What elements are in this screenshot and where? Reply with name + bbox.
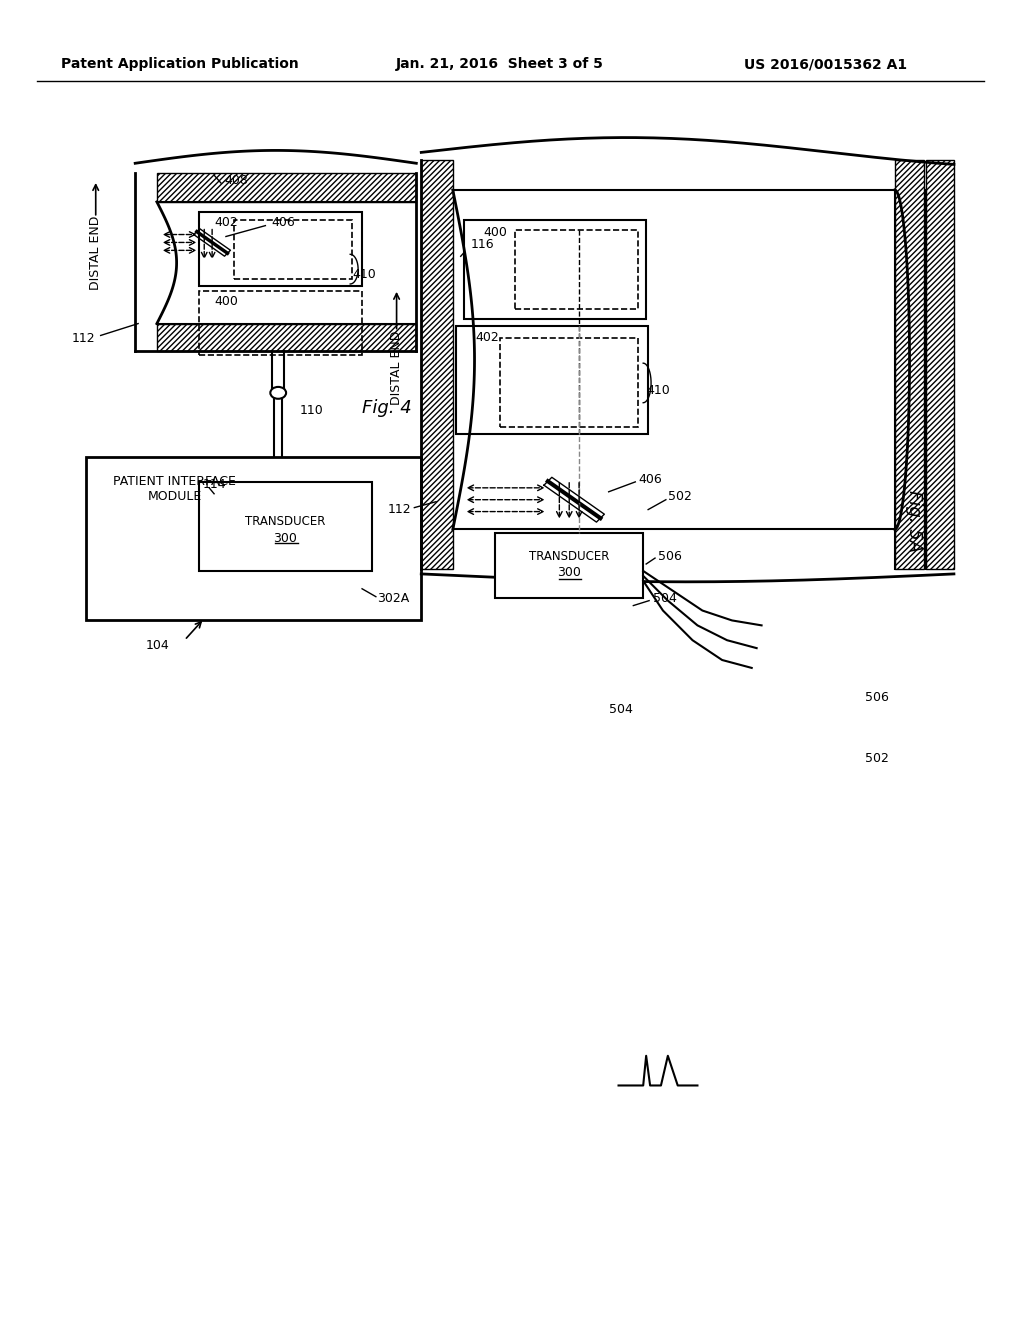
Bar: [200, 482, 372, 572]
Text: 300: 300: [273, 532, 297, 545]
Text: US 2016/0015362 A1: US 2016/0015362 A1: [744, 57, 907, 71]
Text: Fig. 5A: Fig. 5A: [904, 491, 923, 553]
Text: 300: 300: [557, 566, 582, 579]
Text: 112: 112: [72, 331, 95, 345]
Text: 504: 504: [608, 704, 633, 715]
Bar: [895, 160, 925, 569]
Bar: [233, 219, 352, 279]
Text: 502: 502: [668, 490, 692, 503]
Bar: [421, 160, 453, 569]
Text: Fig. 4: Fig. 4: [362, 399, 412, 417]
Text: DISTAL END: DISTAL END: [89, 215, 102, 289]
Bar: [464, 219, 646, 318]
Text: 408: 408: [224, 174, 248, 186]
Text: 504: 504: [653, 593, 677, 605]
Bar: [157, 323, 417, 351]
Text: 116: 116: [471, 238, 495, 251]
Bar: [421, 160, 453, 569]
Text: PATIENT INTERFACE: PATIENT INTERFACE: [114, 475, 237, 488]
Bar: [515, 230, 638, 309]
Text: 400: 400: [214, 296, 238, 309]
Text: 406: 406: [638, 474, 662, 486]
Bar: [157, 173, 417, 202]
Text: 410: 410: [646, 384, 670, 397]
Text: DISTAL END: DISTAL END: [390, 331, 403, 405]
Bar: [927, 160, 954, 569]
Text: 402: 402: [214, 216, 238, 230]
Text: Patent Application Publication: Patent Application Publication: [60, 57, 298, 71]
Bar: [157, 323, 417, 351]
Text: TRANSDUCER: TRANSDUCER: [529, 549, 609, 562]
Text: 410: 410: [352, 268, 376, 281]
Text: 400: 400: [483, 226, 507, 239]
Text: 114: 114: [203, 478, 226, 491]
Bar: [500, 338, 638, 428]
Bar: [927, 160, 954, 569]
Bar: [200, 211, 362, 286]
Bar: [456, 326, 648, 434]
Text: 302A: 302A: [377, 593, 410, 605]
Text: 502: 502: [865, 752, 889, 766]
Text: 104: 104: [146, 639, 170, 652]
Text: 406: 406: [271, 216, 295, 230]
Text: TRANSDUCER: TRANSDUCER: [245, 515, 326, 528]
Bar: [496, 533, 643, 598]
Bar: [200, 290, 362, 355]
Text: 110: 110: [300, 404, 324, 417]
Text: MODULE: MODULE: [147, 490, 202, 503]
Bar: [86, 457, 421, 620]
Text: 506: 506: [865, 692, 889, 704]
Bar: [895, 160, 925, 569]
Text: 402: 402: [475, 331, 500, 345]
Bar: [157, 173, 417, 202]
Text: 112: 112: [388, 503, 412, 516]
Text: Jan. 21, 2016  Sheet 3 of 5: Jan. 21, 2016 Sheet 3 of 5: [396, 57, 604, 71]
Text: 506: 506: [658, 549, 682, 562]
